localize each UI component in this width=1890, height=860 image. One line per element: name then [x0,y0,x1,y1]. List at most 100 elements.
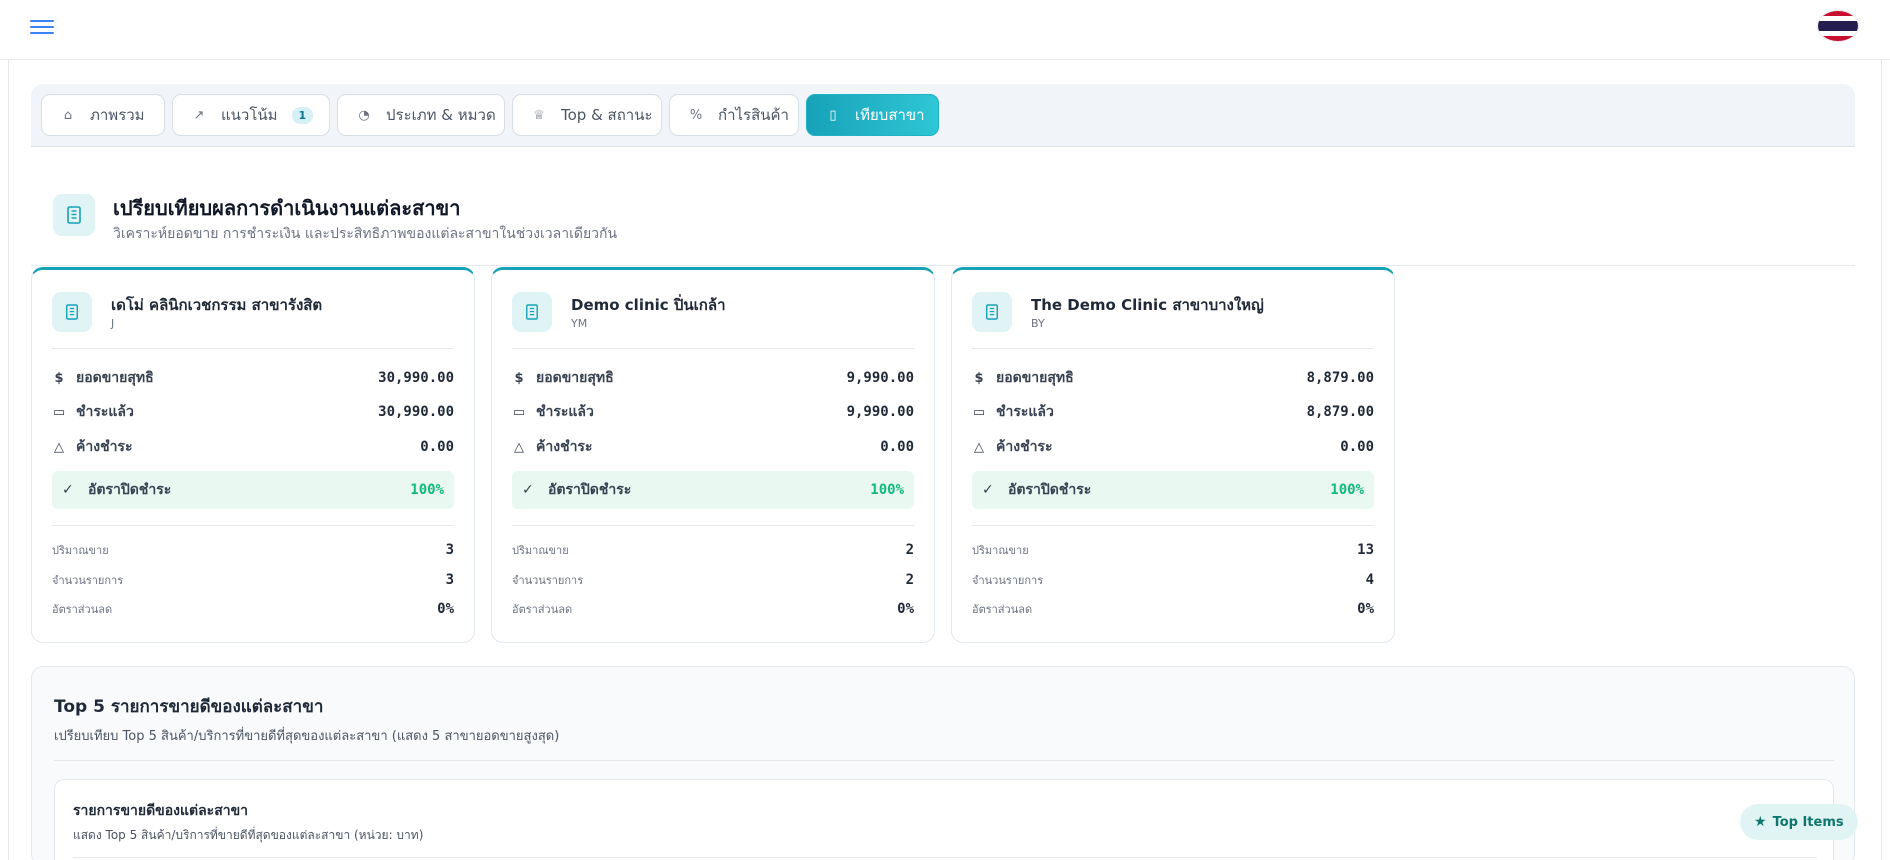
paid-label: ชำระแล้ว [996,404,1054,420]
net-sales-label: ยอดขายสุทธิ [76,370,154,386]
tab-top-status[interactable]: ♕ Top & สถานะ [512,94,662,136]
top-bar [0,0,1890,60]
transactions-label: จำนวนรายการ [512,574,584,587]
outstanding-value: 0.00 [1340,439,1374,455]
tab-category[interactable]: ◔ ประเภท & หมวด [337,94,505,136]
outstanding-label: ค้างชำระ [536,439,593,455]
page-subtitle: วิเคราะห์ยอดขาย การชำระเงิน และประสิทธิภ… [113,226,618,242]
discount-row: อัตราส่วนลด 0% [52,599,454,619]
hamburger-menu-icon[interactable] [30,16,54,38]
quantity-row: ปริมาณขาย 13 [972,540,1374,560]
divider [972,525,1374,526]
tab-label: กำไรสินค้า [718,106,789,124]
paid-value: 30,990.00 [378,404,454,420]
outstanding-row: △ ค้างชำระ 0.00 [512,436,914,458]
paid-label: ชำระแล้ว [536,404,594,420]
star-icon: ★ [1754,814,1767,830]
net-sales-row: $ ยอดขายสุทธิ 30,990.00 [52,367,454,389]
divider [31,265,1855,266]
check-circle-icon: ✓ [982,482,994,498]
transactions-label: จำนวนรายการ [52,574,124,587]
branch-card: Demo clinic ปิ่นเกล้า YM $ ยอดขายสุทธิ 9,… [491,267,935,643]
dollar-icon: $ [974,370,984,386]
building-icon [972,292,1012,332]
net-sales-value: 8,879.00 [1306,370,1374,386]
divider [52,525,454,526]
transactions-row: จำนวนรายการ 4 [972,570,1374,590]
outstanding-value: 0.00 [420,439,454,455]
tab-label: เทียบสาขา [855,106,925,124]
discount-label: อัตราส่วนลด [52,603,113,616]
discount-row: อัตราส่วนลด 0% [972,599,1374,619]
close-rate-box: ✓ อัตราปิดชำระ 100% [52,471,454,509]
transactions-value: 4 [1365,572,1374,588]
discount-label: อัตราส่วนลด [512,603,573,616]
tab-label: ภาพรวม [90,106,145,124]
warning-icon: △ [974,439,984,455]
discount-row: อัตราส่วนลด 0% [512,599,914,619]
paid-row: ▭ ชำระแล้ว 9,990.00 [512,401,914,423]
dollar-icon: $ [514,370,524,386]
percent-icon: % [689,107,703,123]
wallet-icon: ▭ [972,404,986,420]
warning-icon: △ [54,439,64,455]
net-sales-label: ยอดขายสุทธิ [996,370,1074,386]
pie-chart-icon: ◔ [358,107,370,123]
branch-code: YM [571,317,588,330]
tab-badge: 1 [291,106,314,124]
net-sales-row: $ ยอดขายสุทธิ 9,990.00 [512,367,914,389]
close-rate-label: อัตราปิดชำระ [548,482,632,498]
outstanding-label: ค้างชำระ [996,439,1053,455]
net-sales-value: 30,990.00 [378,370,454,386]
panel-title: รายการขายดีของแต่ละสาขา [73,803,249,819]
quantity-label: ปริมาณขาย [972,544,1029,557]
top-items-button[interactable]: ★ Top Items [1740,804,1858,840]
branch-card: เดโม่ คลินิกเวชกรรม สาขารังสิต J $ ยอดขาย… [31,267,475,643]
warning-icon: △ [514,439,524,455]
wallet-icon: ▭ [52,404,66,420]
check-circle-icon: ✓ [522,482,534,498]
transactions-value: 3 [445,572,454,588]
tab-label: แนวโน้ม [221,106,278,124]
quantity-label: ปริมาณขาย [512,544,569,557]
net-sales-label: ยอดขายสุทธิ [536,370,614,386]
close-rate-value: 100% [1330,482,1364,498]
outstanding-row: △ ค้างชำระ 0.00 [52,436,454,458]
building-icon: ▯ [829,107,837,123]
quantity-value: 3 [445,542,454,558]
building-icon [53,194,95,236]
net-sales-row: $ ยอดขายสุทธิ 8,879.00 [972,367,1374,389]
close-rate-value: 100% [870,482,904,498]
top5-subtitle: เปรียบเทียบ Top 5 สินค้า/บริการที่ขายดีท… [54,729,560,744]
building-icon [52,292,92,332]
discount-label: อัตราส่วนลด [972,603,1033,616]
top5-title: Top 5 รายการขายดีของแต่ละสาขา [54,697,324,717]
transactions-label: จำนวนรายการ [972,574,1044,587]
trend-icon: ↗ [193,107,205,123]
panel-subtitle: แสดง Top 5 สินค้า/บริการที่ขายดีที่สุดขอ… [73,828,424,842]
dollar-icon: $ [54,370,64,386]
divider [512,348,914,349]
quantity-value: 13 [1357,542,1374,558]
tab-product-profit[interactable]: % กำไรสินค้า [669,94,799,136]
tab-overview[interactable]: ⌂ ภาพรวม [41,94,165,136]
branch-code: BY [1031,317,1045,330]
outstanding-row: △ ค้างชำระ 0.00 [972,436,1374,458]
building-icon [512,292,552,332]
quantity-row: ปริมาณขาย 3 [52,540,454,560]
paid-row: ▭ ชำระแล้ว 30,990.00 [52,401,454,423]
paid-value: 8,879.00 [1306,404,1374,420]
discount-value: 0% [897,601,914,617]
paid-row: ▭ ชำระแล้ว 8,879.00 [972,401,1374,423]
home-icon: ⌂ [63,107,73,123]
thailand-flag-icon[interactable] [1818,11,1858,41]
trophy-icon: ♕ [533,107,545,123]
divider [54,760,1834,761]
tab-branch-compare[interactable]: ▯ เทียบสาขา [806,94,939,136]
divider [52,348,454,349]
divider [73,857,1817,858]
divider [512,525,914,526]
tab-trend[interactable]: ↗ แนวโน้ม 1 [172,94,330,136]
outstanding-value: 0.00 [880,439,914,455]
close-rate-box: ✓ อัตราปิดชำระ 100% [512,471,914,509]
